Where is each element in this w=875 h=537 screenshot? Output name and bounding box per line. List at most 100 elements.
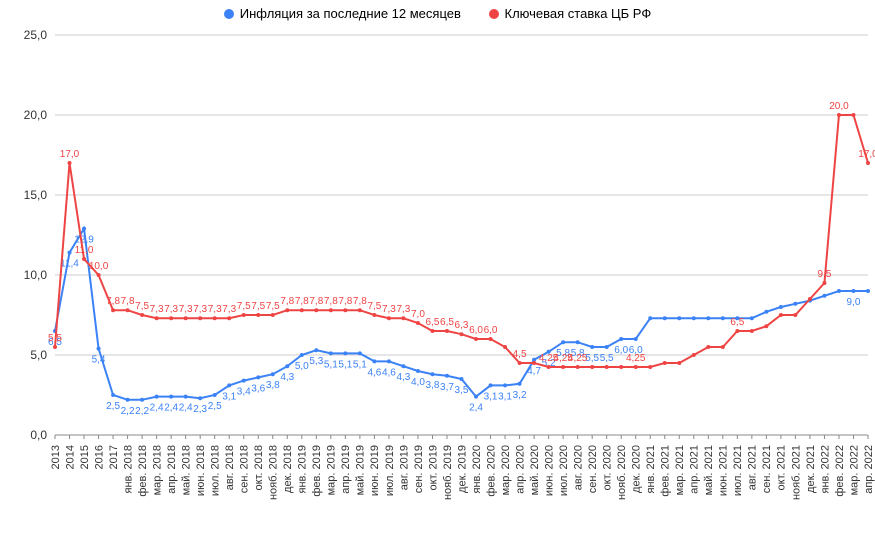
x-axis-label: янв. 2019 <box>297 445 309 493</box>
data-label: 2,4 <box>164 403 178 414</box>
data-point <box>489 337 493 341</box>
data-label: 7,3 <box>382 304 396 315</box>
data-point <box>518 361 522 365</box>
x-axis-label: янв. 2018 <box>122 445 134 493</box>
x-axis-label: авг. 2019 <box>398 445 410 490</box>
x-axis-label: дек. 2019 <box>456 445 468 493</box>
data-label: 3,1 <box>498 391 512 402</box>
data-label: 6,5 <box>426 317 440 328</box>
data-point <box>416 321 420 325</box>
y-axis-label: 20,0 <box>24 108 48 122</box>
x-axis-label: янв. 2022 <box>819 445 831 493</box>
data-point <box>793 302 797 306</box>
data-point <box>851 113 855 117</box>
data-point <box>866 289 870 293</box>
data-label: 7,0 <box>411 309 425 320</box>
x-axis-label: апр. 2019 <box>340 445 352 494</box>
data-point <box>256 313 260 317</box>
data-point <box>445 374 449 378</box>
x-axis-label: апр. 2018 <box>166 445 178 494</box>
data-point <box>474 395 478 399</box>
data-point <box>605 345 609 349</box>
x-axis-label: окт. 2021 <box>776 445 788 490</box>
data-label: 7,3 <box>164 304 178 315</box>
data-point <box>837 289 841 293</box>
data-point <box>314 348 318 352</box>
data-point <box>822 281 826 285</box>
data-label: 7,8 <box>353 296 367 307</box>
x-axis-label: июн. 2019 <box>369 445 381 496</box>
x-axis-label: 2013 <box>50 445 62 469</box>
data-label: 3,1 <box>222 391 236 402</box>
data-point <box>605 365 609 369</box>
data-point <box>387 316 391 320</box>
data-point <box>140 398 144 402</box>
x-axis-label: апр. 2021 <box>689 445 701 494</box>
x-axis-label: янв. 2021 <box>645 445 657 493</box>
data-point <box>140 313 144 317</box>
x-axis-label: авг. 2018 <box>224 445 236 490</box>
data-label: 9,0 <box>847 297 861 308</box>
data-point <box>358 351 362 355</box>
data-point <box>97 273 101 277</box>
data-point <box>169 395 173 399</box>
legend-label-rate: Ключевая ставка ЦБ РФ <box>505 6 652 21</box>
data-label: 7,3 <box>193 304 207 315</box>
data-point <box>198 316 202 320</box>
x-axis-label: май. 2020 <box>529 445 541 495</box>
data-point <box>430 372 434 376</box>
data-point <box>329 351 333 355</box>
x-axis-label: мар. 2020 <box>500 445 512 495</box>
x-axis-label: апр. 2022 <box>863 445 875 494</box>
data-label: 7,3 <box>396 304 410 315</box>
x-axis-label: июн. 2020 <box>543 445 555 496</box>
x-axis-label: май. 2021 <box>703 445 715 495</box>
data-label: 6,3 <box>455 320 469 331</box>
x-axis-label: сен. 2021 <box>761 445 773 493</box>
x-axis-label: сен. 2020 <box>587 445 599 493</box>
x-axis-label: фев. 2020 <box>485 445 497 497</box>
data-label: 2,4 <box>150 403 164 414</box>
data-point <box>518 382 522 386</box>
data-label: 7,5 <box>237 301 251 312</box>
chart-legend: Инфляция за последние 12 месяцев Ключева… <box>0 6 875 22</box>
data-point <box>111 308 115 312</box>
data-point <box>764 324 768 328</box>
data-point <box>503 345 507 349</box>
data-label: 17,0 <box>60 149 80 160</box>
data-point <box>68 251 72 255</box>
x-axis-label: окт. 2019 <box>427 445 439 490</box>
data-label: 2,3 <box>193 404 207 415</box>
data-label: 3,2 <box>513 390 527 401</box>
data-point <box>561 365 565 369</box>
data-point <box>372 313 376 317</box>
y-axis-label: 10,0 <box>24 268 48 282</box>
data-point <box>619 337 623 341</box>
data-point <box>97 347 101 351</box>
data-point <box>837 113 841 117</box>
data-point <box>227 383 231 387</box>
data-label: 20,0 <box>829 101 849 112</box>
data-point <box>126 308 130 312</box>
legend-item-inflation: Инфляция за последние 12 месяцев <box>224 6 461 21</box>
data-label: 17,0 <box>858 149 875 160</box>
data-label: 7,8 <box>324 296 338 307</box>
data-label: 3,4 <box>237 387 251 398</box>
data-point <box>460 377 464 381</box>
data-point <box>721 345 725 349</box>
data-label: 3,5 <box>455 385 469 396</box>
data-label: 7,5 <box>367 301 381 312</box>
data-label: 5,5 <box>600 353 614 364</box>
data-point <box>213 316 217 320</box>
x-axis-label: дек. 2018 <box>282 445 294 493</box>
data-point <box>561 340 565 344</box>
data-label: 7,8 <box>295 296 309 307</box>
data-label: 5,1 <box>353 359 367 370</box>
data-point <box>779 313 783 317</box>
data-label: 3,7 <box>440 382 454 393</box>
x-axis-label: 2014 <box>64 445 76 469</box>
legend-label-inflation: Инфляция за последние 12 месяцев <box>240 6 461 21</box>
data-label: 10,0 <box>89 261 109 272</box>
x-axis-label: май. 2019 <box>355 445 367 495</box>
x-axis-label: нояб. 2020 <box>616 445 628 500</box>
